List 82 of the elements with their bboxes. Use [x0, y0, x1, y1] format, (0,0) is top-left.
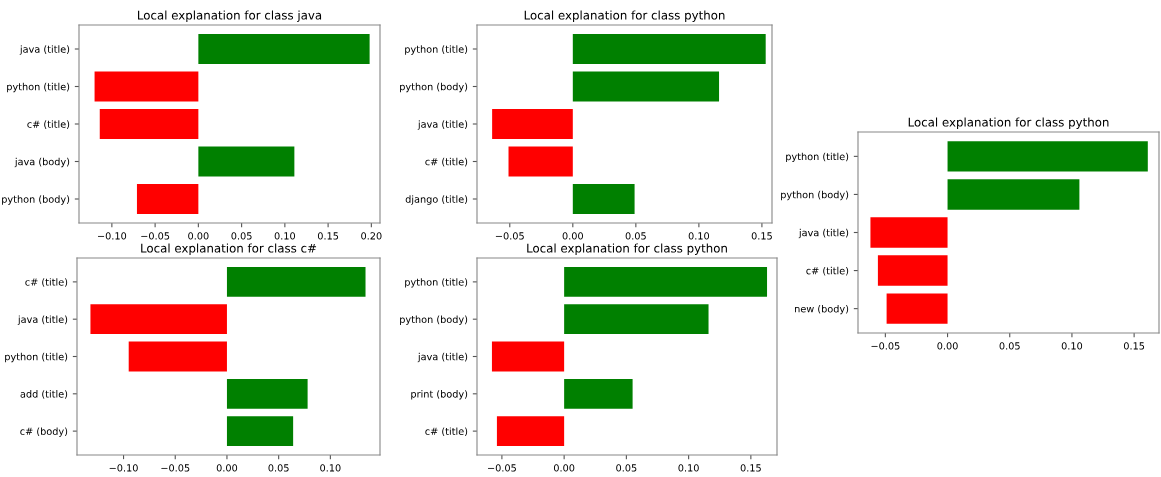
chart-title: Local explanation for class python [524, 10, 725, 22]
chart-title: Local explanation for class c# [141, 243, 317, 255]
y-tick-label: java (title) [17, 315, 68, 325]
y-tick-label: add (title) [20, 390, 68, 399]
bar [572, 184, 635, 214]
chart-title: Local explanation for class java [138, 10, 322, 22]
x-tick-label: −0.05 [161, 464, 190, 472]
bar [572, 71, 720, 102]
y-tick-label: java (title) [417, 352, 468, 363]
y-tick-label: python (title) [786, 152, 849, 163]
x-tick-label: 0.10 [688, 232, 710, 240]
bar [90, 304, 227, 335]
bar [226, 378, 308, 409]
x-tick-label: 0.15 [751, 232, 772, 240]
chart-title: Local explanation for class python [908, 117, 1109, 129]
x-tick-label: −0.05 [141, 232, 170, 240]
y-tick-label: python (title) [5, 352, 68, 363]
x-tick-label: −0.05 [871, 342, 900, 350]
x-tick-label: 0.10 [274, 232, 296, 240]
x-tick-label: 0.10 [320, 464, 341, 472]
bar [870, 217, 948, 248]
x-tick-label: 0.00 [562, 232, 583, 240]
bar [572, 34, 766, 64]
bar [226, 266, 366, 297]
y-tick-label: python (title) [7, 82, 70, 93]
y-tick-label: c# (title) [25, 278, 68, 287]
y-tick-label: c# (title) [425, 427, 468, 437]
x-tick-label: −0.05 [488, 464, 516, 472]
x-tick-label: 0.15 [317, 232, 339, 240]
x-tick-label: 0.00 [216, 464, 238, 472]
y-tick-label: python (title) [405, 45, 468, 55]
bar [877, 255, 948, 286]
y-tick-label: print (body) [411, 390, 468, 400]
bar [564, 304, 709, 335]
bar [198, 146, 295, 177]
x-tick-label: 0.00 [553, 464, 575, 472]
x-tick-label: 0.05 [999, 342, 1020, 350]
bar [496, 416, 565, 447]
bar [128, 341, 227, 372]
x-tick-label: 0.10 [1061, 342, 1083, 350]
bar [136, 184, 199, 214]
x-tick-label: 0.15 [740, 464, 761, 472]
bar [508, 146, 573, 177]
y-tick-label: java (title) [798, 228, 849, 239]
x-tick-label: −0.10 [109, 464, 138, 472]
y-tick-label: python (body) [400, 315, 468, 325]
bar [886, 293, 948, 324]
x-tick-label: 0.05 [268, 464, 289, 472]
bar [99, 109, 199, 139]
bar [198, 34, 370, 64]
y-tick-label: java (title) [19, 45, 70, 55]
y-tick-label: new (body) [795, 304, 849, 315]
y-tick-label: python (body) [400, 82, 468, 93]
bar [564, 378, 633, 409]
x-tick-label: 0.05 [231, 232, 252, 240]
x-tick-label: 0.00 [937, 342, 958, 350]
bar [94, 71, 199, 102]
x-tick-label: 0.05 [625, 232, 646, 240]
y-tick-label: java (body) [14, 157, 70, 168]
y-tick-label: java (title) [417, 120, 468, 130]
x-tick-label: −0.10 [98, 232, 127, 240]
y-tick-label: python (body) [2, 195, 70, 205]
x-tick-label: 0.05 [616, 464, 637, 472]
bar [947, 141, 1148, 172]
x-tick-label: 0.10 [678, 464, 699, 472]
bar [564, 266, 768, 297]
bar [492, 109, 573, 139]
y-tick-label: c# (body) [20, 427, 68, 437]
y-tick-label: c# (title) [806, 266, 849, 276]
bar [491, 341, 565, 372]
y-tick-label: django (title) [405, 195, 468, 205]
x-tick-label: −0.05 [495, 232, 524, 240]
y-tick-label: python (title) [405, 278, 468, 288]
bar [226, 416, 294, 447]
x-tick-label: 0.15 [1123, 342, 1145, 350]
x-tick-label: 0.00 [188, 232, 209, 240]
bar [947, 179, 1080, 210]
chart-title: Local explanation for class python [527, 243, 727, 255]
y-tick-label: c# (title) [27, 120, 70, 129]
y-tick-label: c# (title) [425, 157, 468, 167]
y-tick-label: python (body) [781, 190, 849, 201]
x-tick-label: 0.20 [361, 232, 382, 240]
